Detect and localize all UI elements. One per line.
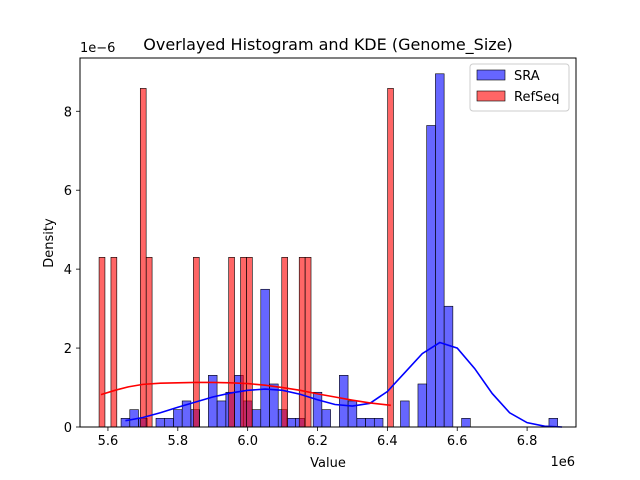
bar-sra-22	[312, 391, 323, 428]
bar-refseq-1	[110, 256, 118, 428]
legend: SRA RefSeq	[469, 63, 570, 112]
y-tick-label: 0	[64, 421, 72, 436]
x-tick-label: 5.8	[167, 434, 188, 449]
y-tick-label: 6	[64, 184, 72, 199]
bar-sra-27	[356, 418, 366, 428]
bar-sra-11	[216, 400, 227, 428]
x-tick-label: 5.6	[98, 434, 119, 449]
bar-sra-37	[443, 305, 454, 428]
bar-sra-16	[260, 288, 270, 428]
x-axis-label: Value	[310, 456, 346, 471]
bar-refseq-2	[139, 88, 147, 428]
x-tick-label: 6.8	[517, 434, 538, 449]
kde-line-refseq	[100, 381, 391, 407]
bar-sra-35	[426, 125, 436, 428]
y-tick-label: 2	[64, 342, 72, 357]
x-tick-label: 6.0	[237, 434, 258, 449]
bar-refseq-7	[246, 256, 253, 428]
y-tick-label: 8	[64, 105, 72, 120]
bar-refseq-9	[298, 256, 306, 428]
bar-refseq-6	[240, 256, 247, 428]
plot-frame	[79, 57, 577, 428]
bar-sra-19	[286, 418, 296, 428]
bar-sra-36	[435, 73, 445, 428]
x-offset-label: 1e6	[550, 455, 575, 470]
bar-refseq-3	[145, 256, 153, 428]
legend-label-sra: SRA	[514, 69, 540, 84]
x-tick-label: 6.4	[377, 434, 398, 449]
bar-sra-23	[321, 409, 331, 428]
legend-swatch-refseq	[476, 90, 506, 102]
bar-sra-32	[400, 400, 410, 428]
bar-sra-29	[373, 418, 384, 428]
bar-sra-5	[164, 418, 174, 428]
bar-refseq-8	[281, 256, 288, 428]
x-tick-label: 6.6	[447, 434, 468, 449]
bar-refseq-5	[228, 256, 235, 428]
chart-title: Overlayed Histogram and KDE (Genome_Size…	[143, 35, 513, 55]
bar-sra-4	[155, 418, 165, 428]
bar-sra-6	[173, 409, 183, 428]
bar-refseq-0	[98, 256, 106, 428]
x-tick-label: 6.2	[307, 434, 328, 449]
bar-sra-25	[339, 374, 349, 428]
bar-sra-34	[417, 383, 427, 428]
kde-line-sra	[125, 341, 563, 428]
y-axis-label: Density	[42, 218, 57, 268]
legend-label-refseq: RefSeq	[514, 90, 560, 105]
y-offset-label: 1e−6	[80, 41, 115, 56]
bar-sra-39	[461, 418, 471, 428]
bar-refseq-11	[387, 88, 394, 428]
bar-sra-28	[365, 418, 375, 428]
bar-refseq-10	[304, 256, 312, 428]
legend-swatch-sra	[476, 69, 506, 81]
bar-sra-15	[251, 409, 262, 428]
y-tick-label: 4	[64, 263, 72, 278]
